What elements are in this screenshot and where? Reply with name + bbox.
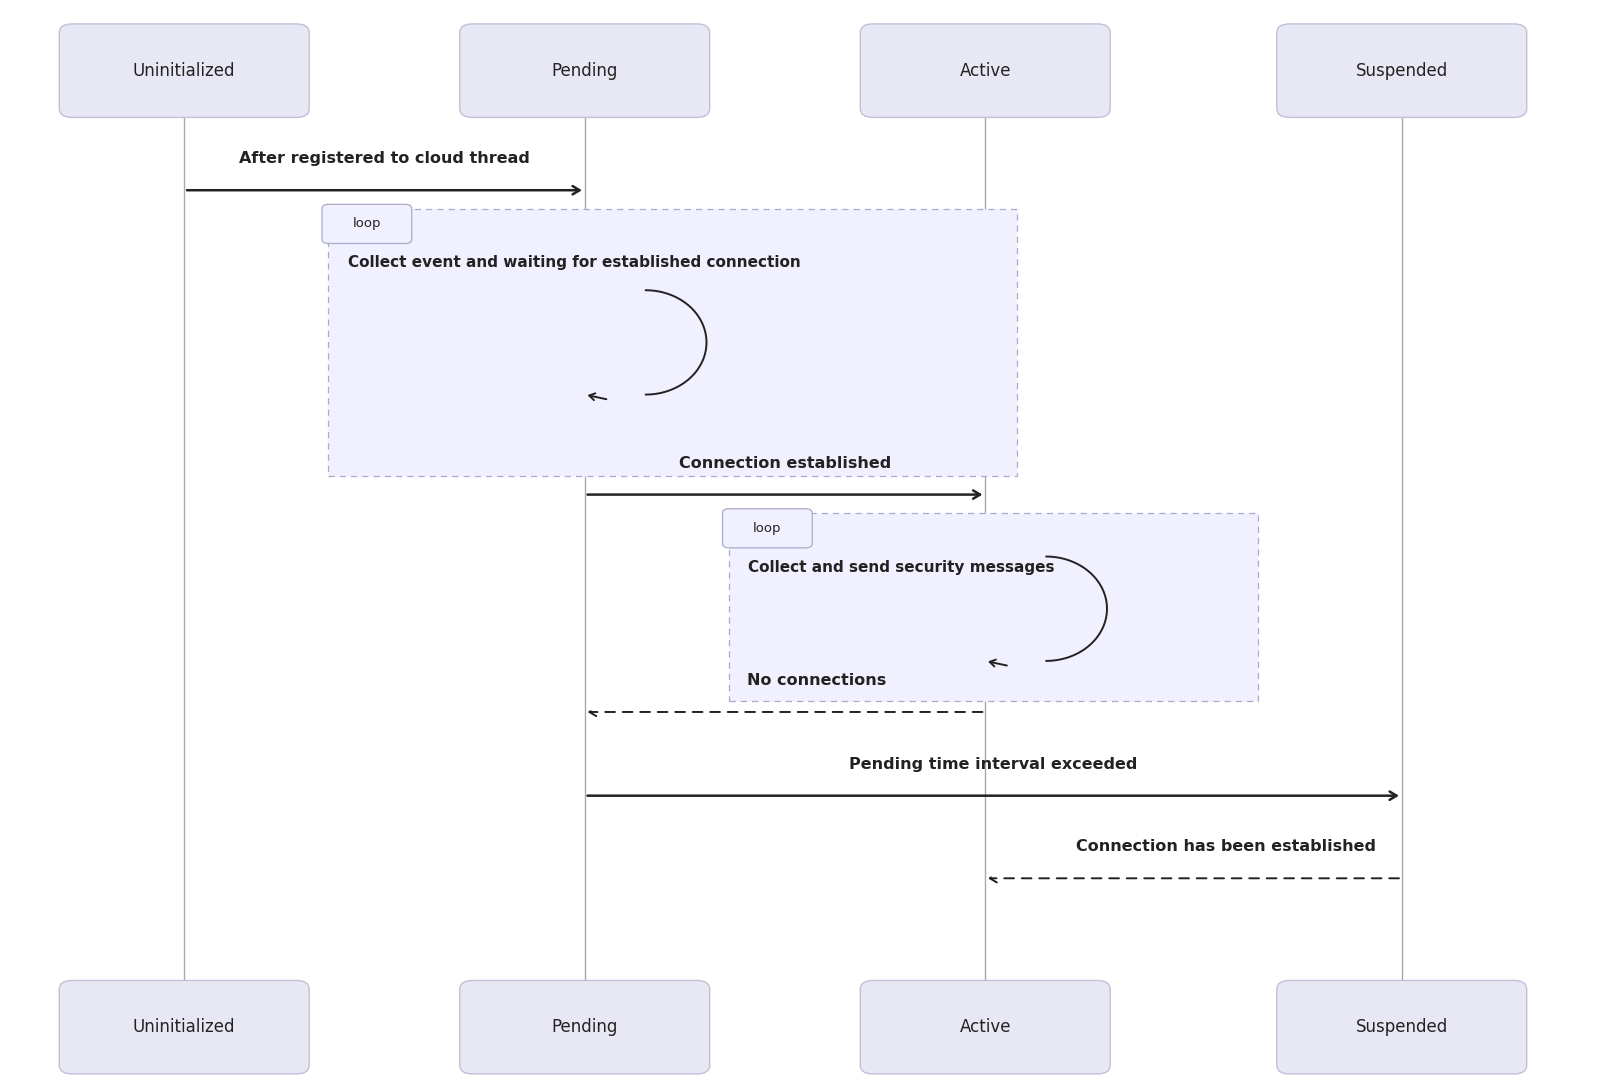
Text: loop: loop — [753, 522, 782, 535]
Text: Suspended: Suspended — [1355, 62, 1448, 79]
Text: Collect and send security messages: Collect and send security messages — [748, 560, 1054, 575]
FancyBboxPatch shape — [860, 980, 1110, 1074]
Text: Uninitialized: Uninitialized — [133, 62, 235, 79]
Text: Active: Active — [960, 62, 1011, 79]
Text: Connection established: Connection established — [679, 455, 891, 471]
FancyBboxPatch shape — [59, 24, 309, 117]
Text: Uninitialized: Uninitialized — [133, 1019, 235, 1036]
Text: Pending: Pending — [551, 1019, 618, 1036]
FancyBboxPatch shape — [59, 980, 309, 1074]
Bar — [729, 513, 1258, 701]
Text: Active: Active — [960, 1019, 1011, 1036]
FancyBboxPatch shape — [460, 24, 710, 117]
FancyBboxPatch shape — [1277, 980, 1527, 1074]
Text: Connection has been established: Connection has been established — [1075, 839, 1376, 854]
Text: No connections: No connections — [748, 673, 886, 688]
FancyBboxPatch shape — [460, 980, 710, 1074]
Text: After registered to cloud thread: After registered to cloud thread — [239, 151, 530, 166]
Text: Suspended: Suspended — [1355, 1019, 1448, 1036]
FancyBboxPatch shape — [723, 509, 812, 548]
FancyBboxPatch shape — [860, 24, 1110, 117]
Text: loop: loop — [352, 217, 381, 230]
Text: Collect event and waiting for established connection: Collect event and waiting for establishe… — [348, 255, 801, 271]
Text: Pending time interval exceeded: Pending time interval exceeded — [849, 757, 1137, 772]
FancyBboxPatch shape — [322, 204, 412, 243]
Bar — [328, 209, 1017, 476]
FancyBboxPatch shape — [1277, 24, 1527, 117]
Text: Pending: Pending — [551, 62, 618, 79]
